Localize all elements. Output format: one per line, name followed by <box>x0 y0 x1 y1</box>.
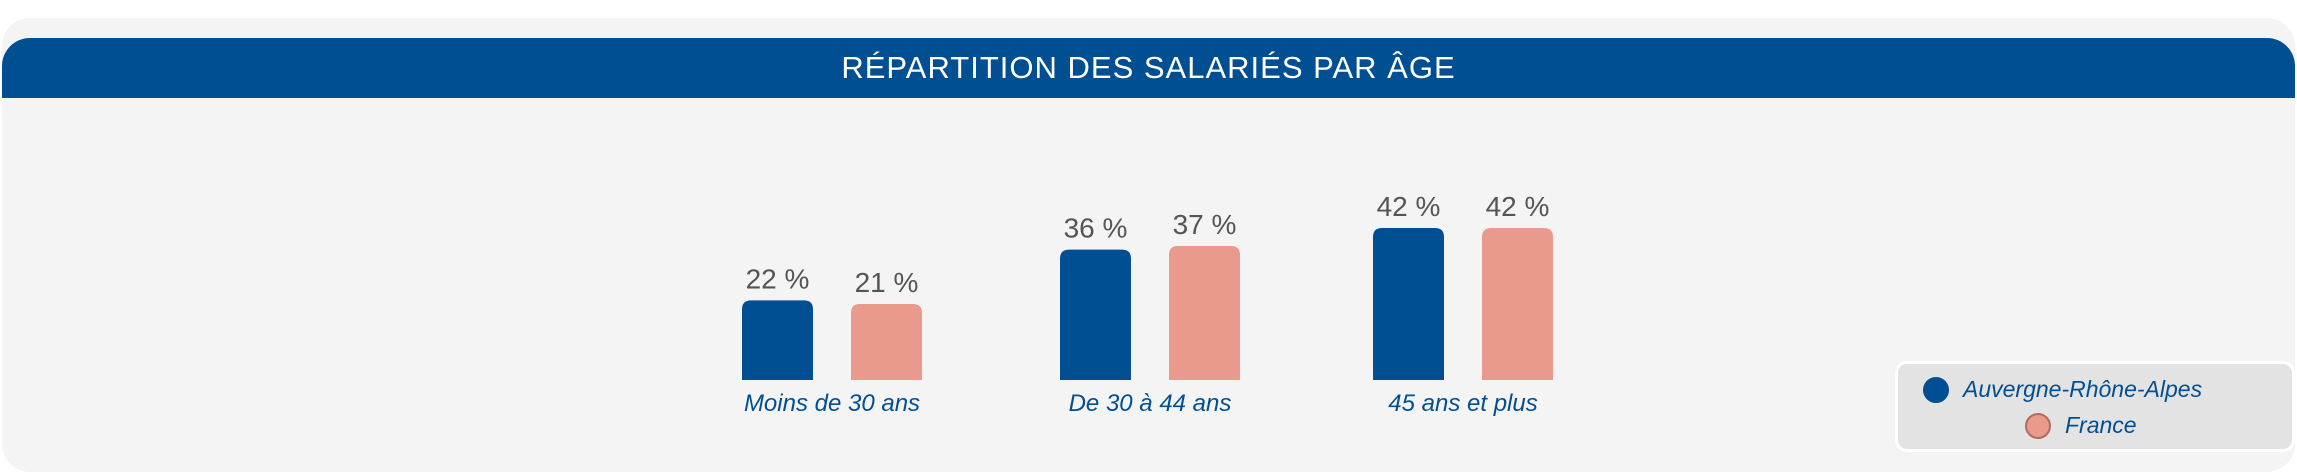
bar-france-45-ans-et-plus <box>1482 227 1553 380</box>
chart-card: RÉPARTITION DES SALARIÉS PAR ÂGE 22 % 21 … <box>2 18 2295 472</box>
data-label-auvergne-rhone-alpes-45-ans-et-plus: 42 % <box>1377 191 1441 222</box>
bar-france-moins-de-30-ans <box>851 303 922 380</box>
bar-france-de-30-a-44-ans <box>1169 246 1240 380</box>
chart-title-bar: RÉPARTITION DES SALARIÉS PAR ÂGE <box>2 38 2295 98</box>
legend-item-france: France <box>2025 412 2137 439</box>
bar-auvergne-rhone-alpes-moins-de-30-ans <box>742 300 813 380</box>
legend-label-france: France <box>2065 412 2137 438</box>
legend: Auvergne-Rhône-Alpes France <box>1895 361 2295 452</box>
legend-label-auvergne-rhone-alpes: Auvergne-Rhône-Alpes <box>1963 376 2203 402</box>
legend-swatch-auvergne-rhone-alpes <box>1923 376 1949 403</box>
data-label-france-de-30-a-44-ans: 37 % <box>1173 209 1237 240</box>
data-label-auvergne-rhone-alpes-moins-de-30-ans: 22 % <box>746 263 810 294</box>
bar-chart: 22 % 21 % Moins de 30 ans 36 % 37 % De 30 à 4… <box>742 191 1553 417</box>
legend-item-auvergne-rhone-alpes: Auvergne-Rhône-Alpes <box>1923 376 2202 403</box>
data-label-france-moins-de-30-ans: 21 % <box>855 267 919 298</box>
category-label-45-ans-et-plus: 45 ans et plus <box>1388 390 1537 417</box>
data-label-auvergne-rhone-alpes-de-30-a-44-ans: 36 % <box>1064 213 1128 244</box>
category-label-moins-de-30-ans: Moins de 30 ans <box>744 390 920 417</box>
category-label-de-30-a-44-ans: De 30 à 44 ans <box>1069 390 1232 417</box>
chart-title: RÉPARTITION DES SALARIÉS PAR ÂGE <box>841 50 1456 85</box>
legend-swatch-france <box>2025 412 2051 439</box>
bar-auvergne-rhone-alpes-45-ans-et-plus <box>1373 227 1444 380</box>
data-label-france-45-ans-et-plus: 42 % <box>1486 191 1550 222</box>
bar-auvergne-rhone-alpes-de-30-a-44-ans <box>1060 249 1131 380</box>
